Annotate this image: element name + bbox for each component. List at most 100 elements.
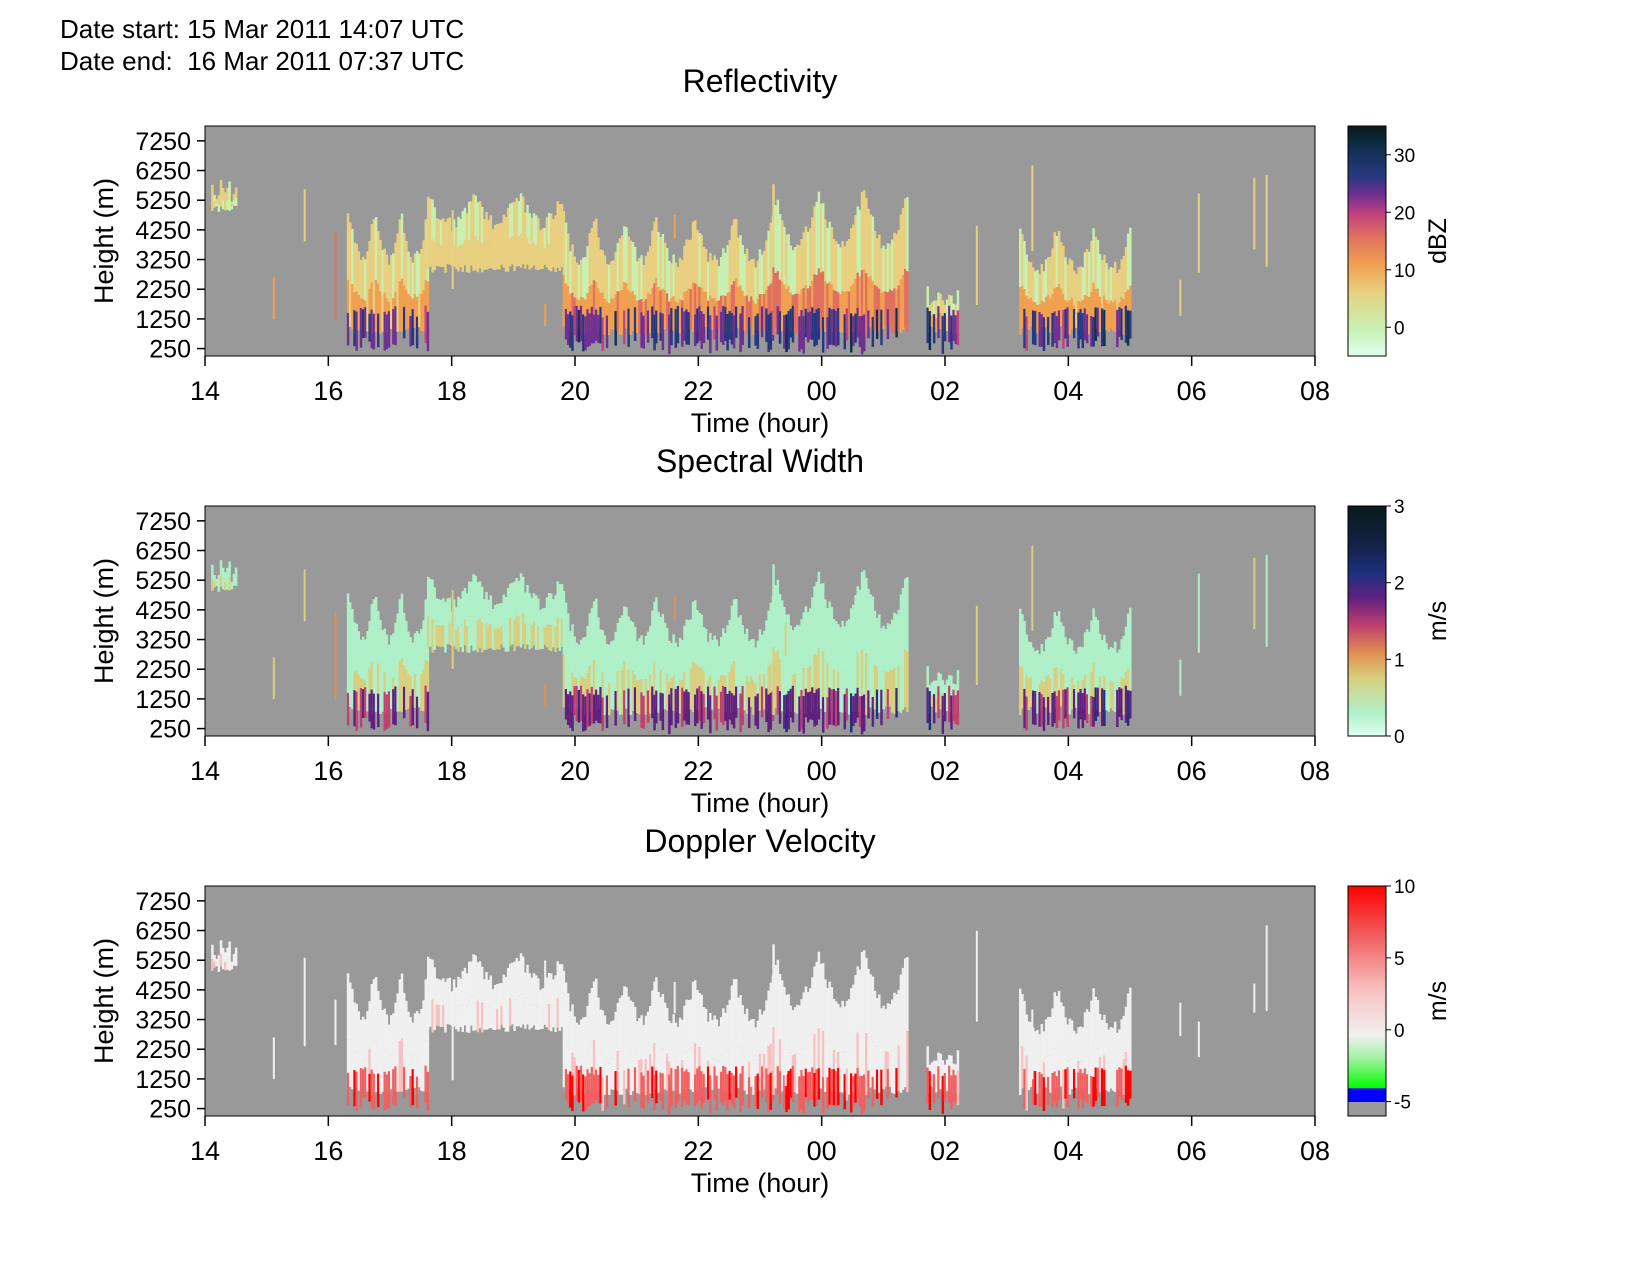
echo-cell xyxy=(603,1059,607,1095)
echo-cell xyxy=(515,235,518,267)
echo-cell xyxy=(681,687,684,727)
echo-cell xyxy=(420,293,423,331)
echo-cell xyxy=(620,1050,624,1095)
echo-cell xyxy=(897,989,900,1046)
echo-cell xyxy=(364,1067,367,1098)
echo-cell xyxy=(480,966,484,1003)
echo-cell xyxy=(948,685,951,723)
echo-cell xyxy=(865,653,868,715)
echo-cell xyxy=(657,231,660,288)
echo-cell xyxy=(683,1005,686,1053)
echo-cell xyxy=(1103,1069,1106,1107)
echo-cell xyxy=(726,245,729,293)
echo-cell xyxy=(817,571,821,649)
echo-cell xyxy=(586,1069,589,1108)
echo-cell xyxy=(625,227,628,284)
echo-cell xyxy=(517,201,521,237)
echo-cell xyxy=(1088,631,1091,678)
echo-cell xyxy=(519,234,523,268)
echo-cell xyxy=(435,1004,439,1026)
echo-cell xyxy=(1027,299,1031,331)
echo-cell xyxy=(431,579,434,620)
echo-cell xyxy=(1060,288,1063,327)
echo-cell xyxy=(1075,653,1078,684)
echo-cell xyxy=(420,673,423,711)
echo-cell xyxy=(427,616,430,649)
echo-cell xyxy=(926,307,929,344)
echo-cell xyxy=(439,600,443,626)
echo-cell xyxy=(478,998,482,1029)
echo-cell xyxy=(545,597,549,625)
echo-cell xyxy=(683,1071,686,1101)
echo-cell xyxy=(355,311,358,351)
echo-cell xyxy=(226,567,229,580)
echo-cell xyxy=(368,1001,371,1049)
echo-cell xyxy=(519,193,523,235)
echo-cell xyxy=(545,1004,549,1028)
echo-cell xyxy=(869,974,872,1037)
echo-cell xyxy=(649,245,652,295)
echo-cell xyxy=(785,694,788,733)
echo-cell xyxy=(409,1017,412,1057)
echo-cell xyxy=(1025,1014,1028,1056)
echo-cell xyxy=(642,1024,645,1062)
echo-cell xyxy=(605,1023,609,1062)
echo-cell xyxy=(954,1064,958,1078)
echo-cell xyxy=(886,623,890,673)
echo-cell xyxy=(595,282,598,335)
echo-cell xyxy=(1057,690,1061,721)
echo-cell xyxy=(672,254,675,297)
echo-cell xyxy=(899,659,903,713)
echo-cell xyxy=(730,313,734,345)
echo-cell xyxy=(491,631,495,650)
echo-cell xyxy=(489,595,493,625)
echo-cell xyxy=(722,305,725,345)
echo-streak xyxy=(784,622,787,657)
echo-cell xyxy=(483,626,486,650)
echo-cell xyxy=(588,233,592,287)
echo-cell xyxy=(633,1067,637,1102)
echo-cell xyxy=(724,686,727,721)
echo-cell xyxy=(605,695,609,729)
echo-cell xyxy=(418,253,421,295)
echo-cell xyxy=(385,1074,389,1110)
echo-cell xyxy=(674,1022,678,1062)
echo-cell xyxy=(221,187,225,200)
echo-cell xyxy=(590,988,594,1045)
echo-cell xyxy=(640,255,643,300)
echo-cell xyxy=(1044,259,1048,297)
echo-cell xyxy=(407,673,410,709)
echo-cell xyxy=(455,1010,458,1030)
echo-cell xyxy=(1079,1068,1082,1100)
echo-cell xyxy=(400,593,404,659)
echo-cell xyxy=(459,598,462,626)
echo-cell xyxy=(943,693,947,722)
echo-cell xyxy=(943,1073,947,1102)
echo-cell xyxy=(633,1006,637,1056)
echo-cell xyxy=(1044,296,1048,328)
x-tick-label: 18 xyxy=(437,1136,467,1166)
echo-cell xyxy=(895,994,898,1050)
echo-cell xyxy=(730,605,734,665)
echo-cell xyxy=(826,697,829,729)
echo-cell xyxy=(796,1004,799,1054)
echo-cell xyxy=(752,258,755,301)
echo-cell xyxy=(706,306,710,340)
echo-cell xyxy=(595,662,598,715)
echo-cell xyxy=(515,577,518,616)
echo-cell xyxy=(543,1008,547,1025)
echo-cell xyxy=(372,282,376,335)
echo-cell xyxy=(463,239,467,266)
echo-cell xyxy=(1129,1070,1132,1099)
echo-cell xyxy=(515,197,518,236)
echo-cell xyxy=(519,573,523,615)
echo-cell xyxy=(694,663,697,716)
echo-cell xyxy=(741,625,744,671)
echo-cell xyxy=(745,1008,749,1056)
echo-cell xyxy=(547,244,551,271)
echo-cell xyxy=(457,596,460,627)
echo-cell xyxy=(1070,260,1074,299)
echo-cell xyxy=(813,313,816,347)
echo-cell xyxy=(694,1043,697,1096)
echo-cell xyxy=(379,1051,382,1095)
